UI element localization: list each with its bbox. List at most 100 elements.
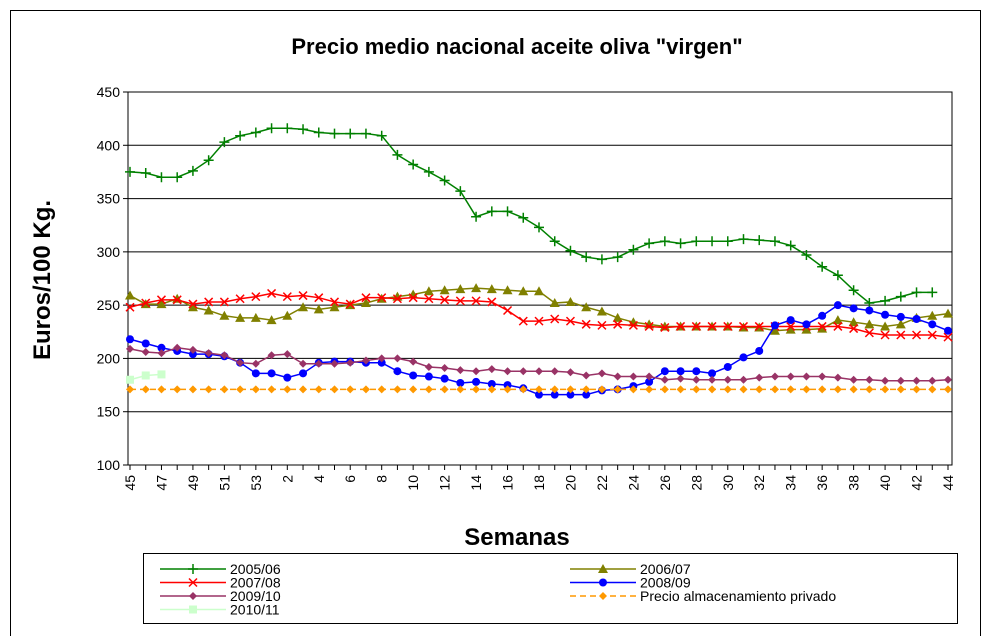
- data-point: [157, 385, 166, 394]
- data-point: [597, 385, 606, 394]
- data-point: [502, 285, 513, 295]
- data-point: [251, 359, 260, 368]
- data-point: [817, 323, 828, 333]
- data-point: [659, 321, 670, 331]
- x-axis-label: Semanas: [464, 524, 569, 551]
- data-point: [409, 371, 418, 380]
- data-point: [236, 385, 245, 394]
- data-point: [361, 385, 370, 394]
- data-point: [486, 284, 497, 294]
- data-point: [534, 286, 544, 296]
- y-tick-label: 200: [97, 350, 121, 366]
- data-point: [377, 354, 386, 363]
- data-point: [282, 310, 293, 320]
- x-tick-label: 16: [500, 475, 516, 491]
- data-point: [266, 123, 277, 134]
- data-point: [881, 310, 890, 319]
- data-point: [912, 376, 921, 385]
- data-point: [220, 351, 229, 360]
- data-point: [785, 240, 796, 251]
- data-point: [833, 321, 843, 331]
- x-tick-label: 42: [909, 475, 925, 491]
- data-point: [707, 236, 718, 247]
- x-tick-label: 40: [877, 475, 893, 491]
- data-point: [251, 292, 261, 302]
- legend-marker: [189, 605, 197, 614]
- data-point: [298, 302, 309, 312]
- data-point: [581, 252, 592, 263]
- data-point: [236, 358, 245, 367]
- data-point: [298, 291, 308, 301]
- data-point: [299, 359, 308, 368]
- data-point: [928, 376, 937, 385]
- data-point: [503, 381, 512, 390]
- data-point: [769, 325, 780, 335]
- x-tick-label: 14: [468, 475, 484, 491]
- data-point: [675, 238, 686, 249]
- plot-border: [127, 91, 953, 466]
- data-point: [173, 385, 182, 394]
- legend-marker: [599, 578, 607, 587]
- data-point: [928, 385, 937, 394]
- data-point: [597, 320, 607, 330]
- data-point: [439, 175, 450, 186]
- x-tick-label: 4: [311, 475, 327, 483]
- data-point: [613, 319, 623, 329]
- data-point: [156, 299, 167, 309]
- data-point: [865, 375, 874, 384]
- data-point: [250, 312, 261, 322]
- data-point: [849, 324, 859, 334]
- data-point: [549, 236, 560, 247]
- data-point: [440, 374, 449, 383]
- data-point: [660, 367, 669, 376]
- data-point: [582, 390, 591, 399]
- data-point: [393, 385, 402, 394]
- data-point: [928, 320, 937, 329]
- data-point: [188, 385, 197, 394]
- data-point: [360, 128, 371, 139]
- data-point: [345, 128, 356, 139]
- legend-label: 2009/10: [230, 588, 281, 604]
- data-point: [739, 385, 748, 394]
- data-point: [393, 367, 402, 376]
- data-point: [849, 385, 858, 394]
- data-point: [204, 349, 213, 358]
- y-tick-label: 150: [97, 404, 121, 420]
- data-point: [535, 390, 543, 399]
- data-point: [203, 305, 214, 315]
- data-point: [487, 365, 496, 374]
- data-point: [786, 372, 795, 381]
- y-tick-label: 250: [97, 297, 121, 313]
- data-point: [927, 310, 938, 320]
- data-point: [676, 385, 685, 394]
- data-point: [346, 358, 355, 367]
- data-point: [818, 372, 827, 381]
- data-point: [880, 295, 891, 306]
- data-point: [786, 321, 796, 331]
- data-point: [250, 127, 261, 138]
- x-tick-label: 32: [751, 475, 767, 491]
- y-tick-label: 300: [97, 244, 121, 260]
- data-point: [141, 339, 150, 348]
- data-point: [330, 359, 339, 368]
- data-point: [707, 321, 717, 331]
- data-point: [550, 367, 559, 376]
- data-point: [864, 298, 875, 309]
- data-point: [314, 359, 323, 368]
- data-point: [880, 321, 891, 331]
- data-point: [534, 222, 544, 233]
- data-point: [409, 385, 418, 394]
- data-point: [785, 324, 796, 334]
- data-point: [518, 286, 529, 296]
- data-point: [157, 349, 166, 358]
- data-point: [832, 270, 843, 281]
- data-point: [566, 368, 575, 377]
- data-point: [723, 385, 732, 394]
- data-point: [502, 206, 513, 217]
- series-line: [129, 127, 933, 304]
- data-point: [628, 244, 639, 255]
- data-point: [266, 315, 277, 325]
- data-point: [519, 385, 528, 394]
- x-tick-label: 2: [279, 475, 295, 483]
- data-point: [895, 319, 906, 329]
